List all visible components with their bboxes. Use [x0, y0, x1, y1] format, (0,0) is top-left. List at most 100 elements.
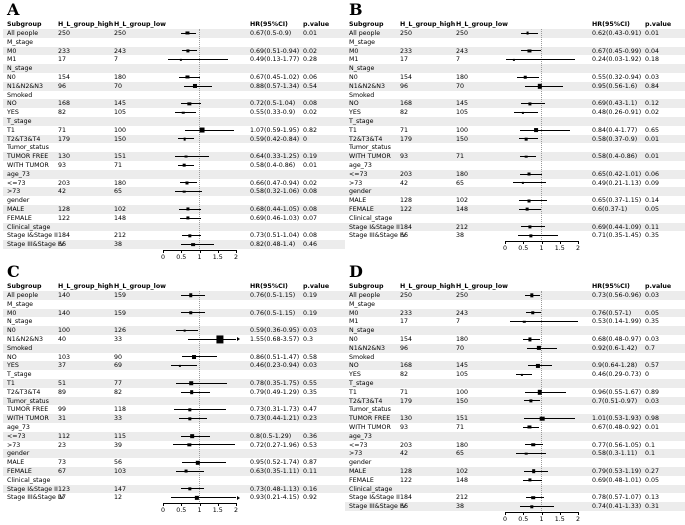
axis-tick: [578, 241, 579, 245]
col-header-p: p.value: [303, 21, 330, 28]
hr-marker: [183, 137, 186, 141]
ci-plot: [505, 108, 578, 117]
subgroup-label: T2&T3&T4: [349, 397, 383, 405]
hr-marker: [529, 234, 533, 238]
x-axis: 0 0.5 1 1.5 2: [3, 249, 345, 263]
count-low: 212: [456, 494, 469, 502]
hr-ci-value: 0.69(0.46-1.03): [250, 214, 300, 222]
forest-row: <=73 203 180 0.66(0.47-0.94) 0.02: [3, 179, 345, 188]
hr-marker: [528, 399, 533, 403]
count-high: 184: [400, 494, 413, 502]
count-high: 67: [58, 467, 67, 475]
hr-ci-value: 0.78(0.35-1.75): [250, 379, 300, 387]
col-header-hr: HR(95%CI): [592, 283, 630, 290]
forest-row: M1 17 7 0.49(0.13-1.77) 0.28: [3, 55, 345, 64]
hr-marker: [527, 172, 531, 176]
subgroup-label: MALE: [7, 459, 25, 467]
hr-marker: [193, 84, 198, 89]
count-low: 250: [456, 30, 469, 37]
section-label: Tumor_status: [349, 406, 391, 414]
axis-tick-label: 1.5: [554, 515, 565, 523]
section-label: N_stage: [7, 65, 33, 73]
ci-line: [518, 208, 542, 210]
forest-row: MALE 73 56 0.95(0.52-1.74) 0.87: [3, 458, 345, 467]
count-low: 102: [456, 197, 469, 205]
p-value: 0.58: [303, 353, 318, 361]
forest-row: WITH TUMOR 93 71 0.58(0.4-0.86) 0.01: [345, 152, 685, 161]
ci-plot: [505, 493, 578, 502]
forest-row: NO 103 90 0.86(0.51-1.47) 0.58: [3, 353, 345, 362]
count-low: 82: [114, 388, 123, 396]
p-value: 0.03: [645, 73, 660, 81]
p-value: 0.82: [303, 126, 318, 134]
forest-row: NO 168 145 0.72(0.5-1.04) 0.08: [3, 99, 345, 109]
count-high: 42: [400, 450, 409, 458]
forest-row: FEMALE 67 103 0.63(0.35-1.11) 0.11: [3, 466, 345, 476]
hr-marker: [216, 335, 224, 343]
hr-ci-value: 0.76(0.5-1.15): [250, 309, 296, 317]
ci-plot: [505, 205, 578, 214]
count-high: 23: [58, 441, 67, 449]
forest-row: T1 51 77 0.78(0.35-1.75) 0.55: [3, 378, 345, 388]
count-low: 65: [456, 179, 465, 187]
ci-plot: [505, 441, 578, 450]
count-high: 99: [58, 406, 67, 414]
p-value: 0.19: [303, 153, 318, 161]
subgroup-label: Stage III&Stage IV: [349, 503, 407, 511]
count-high: 96: [58, 82, 67, 90]
section-label: Smoked: [349, 353, 375, 361]
subgroup-label: T1: [349, 126, 357, 134]
hr-ci-value: 0.67(0.48-0.92): [592, 423, 642, 431]
subgroup-label: All people: [349, 30, 381, 37]
ci-line: [181, 435, 211, 437]
reference-line: [541, 291, 542, 511]
section-label: gender: [7, 450, 30, 458]
count-high: 42: [400, 179, 409, 187]
count-low: 90: [114, 353, 123, 361]
p-value: 0.36: [303, 432, 318, 440]
ci-plot: [505, 196, 578, 205]
forest-row: Stage III&Stage IV 66 38 0.74(0.41-1.33) 0.3…: [345, 502, 685, 511]
col-header-subgroup: Subgroup: [7, 283, 42, 290]
hr-marker: [523, 76, 527, 79]
p-value: 0.02: [303, 47, 318, 55]
count-high: 122: [400, 205, 413, 213]
hr-marker: [184, 469, 188, 473]
hr-marker: [186, 49, 190, 53]
section-label: M_stage: [349, 300, 376, 308]
count-low: 105: [456, 109, 469, 117]
ci-plot: [505, 291, 578, 300]
forest-row: MALE 128 102 0.79(0.53-1.19) 0.27: [345, 466, 685, 476]
panel-c-label: C: [7, 262, 20, 281]
hr-ci-value: 0.49(0.13-1.77): [250, 56, 300, 64]
p-value: 0: [303, 135, 308, 143]
panel-d-label: D: [349, 262, 363, 281]
hr-ci-value: 0.46(0.29-0.73): [592, 371, 642, 379]
col-header-high: H_L_group_high: [58, 21, 114, 28]
ci-line: [171, 365, 198, 367]
ci-plot: [505, 370, 578, 379]
ci-line: [181, 356, 217, 358]
ci-plot: [163, 441, 236, 450]
section-label: M_stage: [7, 300, 34, 308]
count-high: 100: [58, 327, 71, 335]
hr-marker: [530, 311, 535, 315]
section-header-row: Clinical_stage: [3, 476, 345, 485]
section-header-row: gender: [3, 449, 345, 459]
ci-line: [180, 244, 215, 246]
count-high: 203: [58, 179, 71, 187]
col-header-subgroup: Subgroup: [349, 21, 384, 28]
hr-marker: [190, 390, 194, 394]
count-high: 82: [400, 109, 409, 117]
hr-marker: [190, 434, 195, 438]
subgroup-label: N1&N2&N3: [7, 335, 43, 343]
count-high: 71: [400, 126, 409, 134]
p-value: 0.14: [645, 197, 660, 205]
forest-row: N0 154 180 0.55(0.32-0.94) 0.03: [345, 73, 685, 82]
p-value: 0.08: [303, 232, 318, 240]
axis-tick: [217, 503, 219, 507]
count-high: 66: [400, 503, 409, 511]
ci-line: [170, 497, 236, 499]
subgroup-label: M1: [7, 56, 17, 64]
hr-ci-value: 0.73(0.56-0.96): [592, 292, 642, 299]
